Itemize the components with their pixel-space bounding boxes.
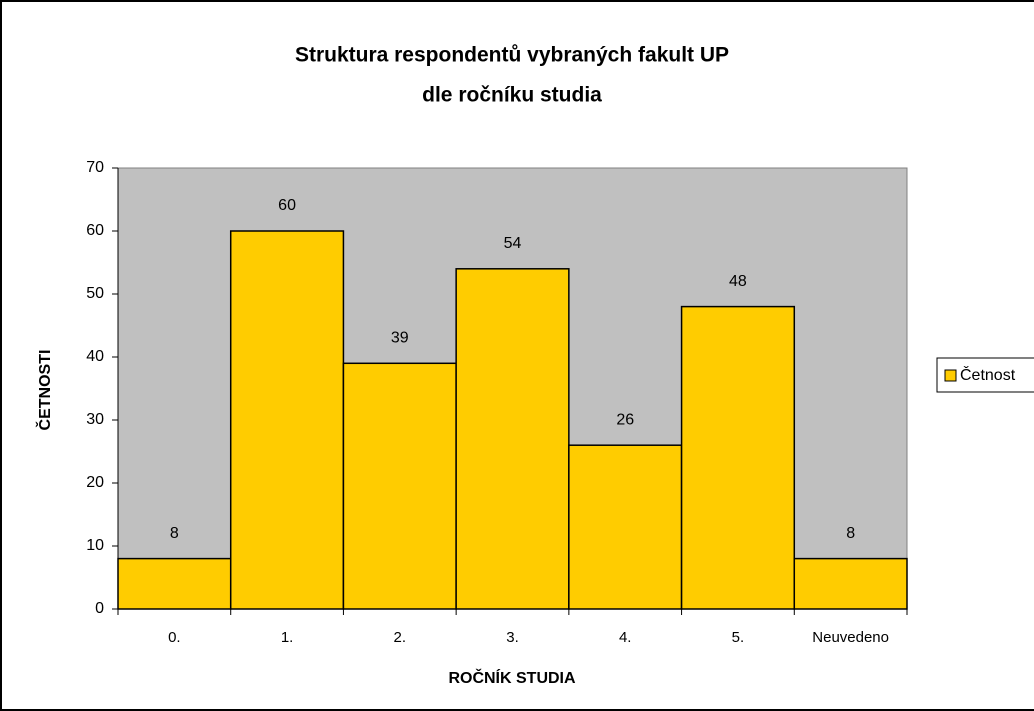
data-label: 60 [278,197,296,214]
data-label: 39 [391,330,409,347]
x-tick-label: 0. [168,629,181,646]
x-tick-label: 2. [394,629,407,646]
bar [117,557,232,610]
data-label: 26 [616,411,634,428]
x-axis-label: ROČNÍK STUDIA [448,668,576,687]
bar [455,268,570,610]
x-tick-label: 3. [506,629,519,646]
bar [568,444,683,610]
y-tick-label: 10 [86,537,104,554]
data-label: 8 [846,525,855,542]
y-tick-label: 70 [86,159,104,176]
bar [680,305,796,610]
y-tick-label: 30 [86,411,104,428]
data-label: 54 [504,235,522,252]
y-tick-label: 50 [86,285,104,302]
x-tick-label: 1. [281,629,294,646]
data-label: 48 [729,273,747,290]
bar [793,557,908,610]
data-label: 8 [170,525,179,542]
x-tick-label: Neuvedeno [812,629,889,646]
y-tick-label: 20 [86,474,104,491]
y-tick-label: 0 [95,600,104,617]
x-tick-label: 4. [619,629,632,646]
chart-title: dle ročníku studia [422,84,602,107]
bar [229,230,345,610]
x-tick-label: 5. [732,629,745,646]
legend-swatch [944,369,957,382]
y-tick-label: 60 [86,222,104,239]
y-tick-label: 40 [86,348,104,365]
bar [342,362,457,610]
y-axis-label: ČETNOSTI [35,350,54,431]
chart-title: Struktura respondentů vybraných fakult U… [295,44,729,67]
legend-label: Četnost [960,365,1016,384]
